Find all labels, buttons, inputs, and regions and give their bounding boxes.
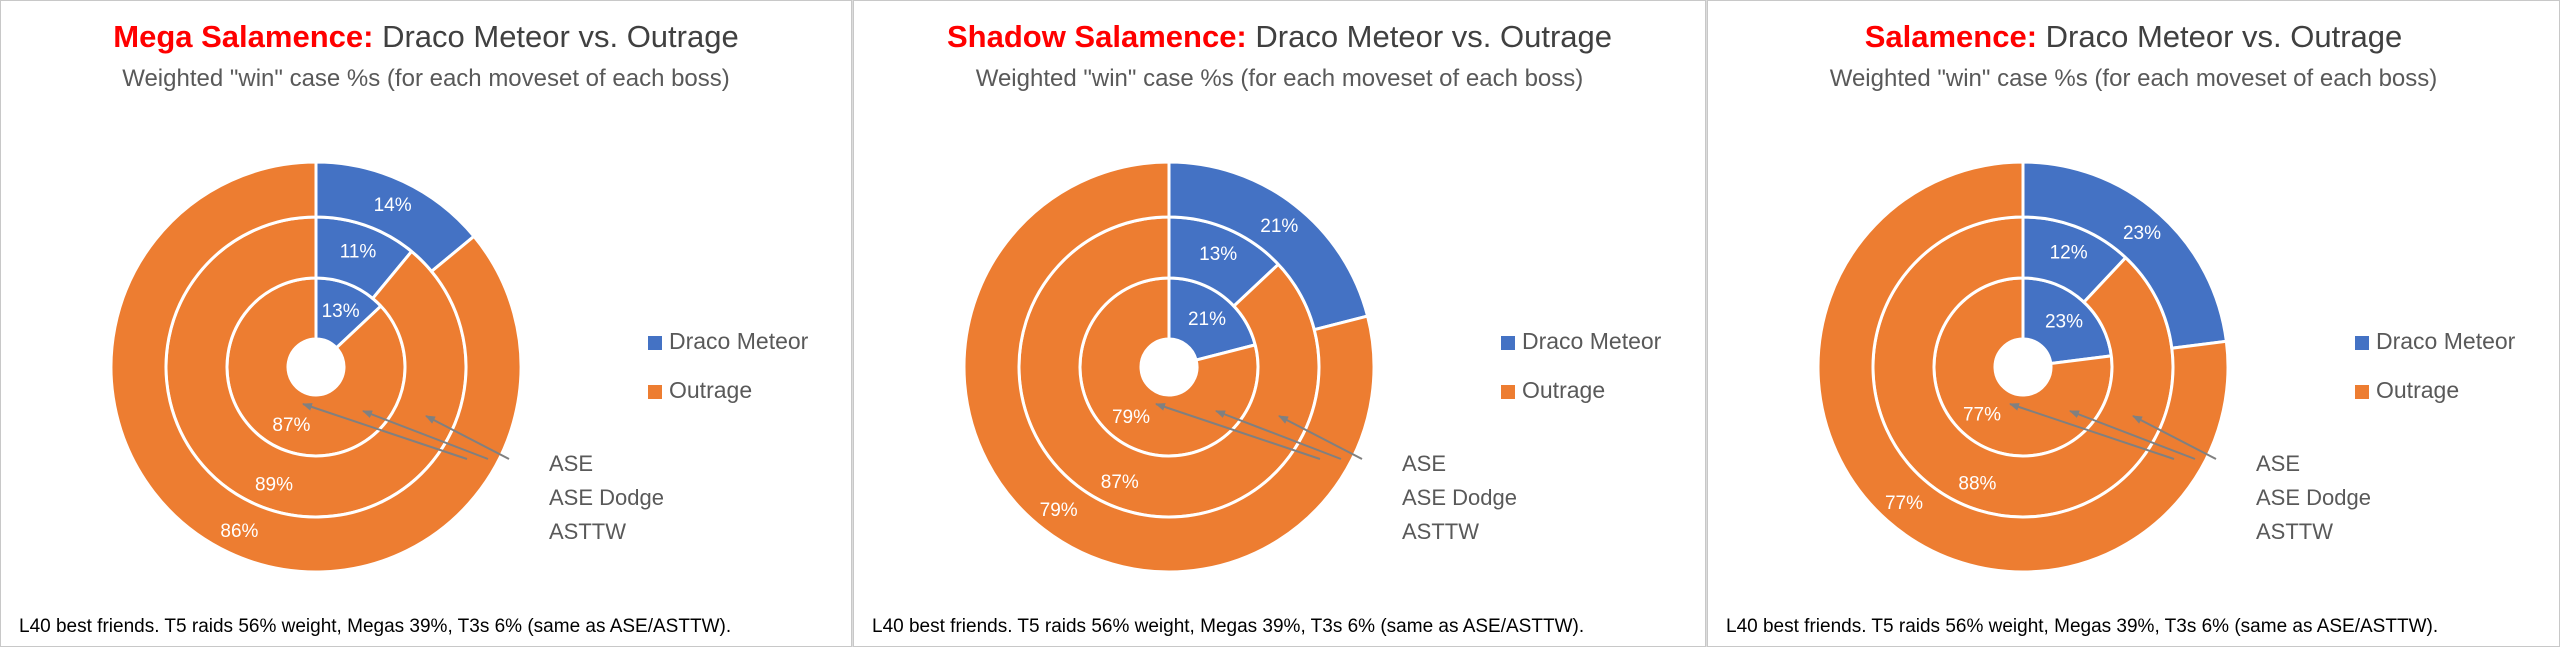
arrow-line	[362, 410, 489, 460]
chart-panel-regular: Salamence: Draco Meteor vs. Outrage Weig…	[1707, 0, 2560, 647]
data-label: 13%	[322, 301, 360, 322]
title-rest: Draco Meteor vs. Outrage	[1246, 19, 1613, 54]
ring-name-label: ASTTW	[1402, 519, 1479, 544]
outrage-slice	[1816, 160, 2230, 574]
arrow-line	[2132, 415, 2217, 460]
arrow-line	[1155, 403, 1321, 460]
middle-ring-ase-dodge: 11% 89%	[164, 215, 468, 519]
chart-footnote: L40 best friends. T5 raids 56% weight, M…	[872, 616, 1585, 637]
chart-panel-mega: Mega Salamence: Draco Meteor vs. Outrage…	[0, 0, 852, 647]
ring-name-label: ASE Dodge	[549, 485, 664, 510]
outer-ring-asttw: 14% 86%	[109, 160, 523, 574]
legend-swatch	[1501, 385, 1515, 399]
arrow-line	[1215, 410, 1342, 460]
ring-name-label: ASTTW	[549, 519, 626, 544]
middle-ring-ase-dodge: 12% 88%	[1871, 215, 2175, 519]
arrow-line	[425, 415, 510, 460]
arrow-line	[1278, 415, 1363, 460]
data-label: 79%	[1040, 500, 1078, 521]
arrow-line	[2009, 403, 2175, 460]
legend-swatch	[2355, 336, 2369, 350]
outer-ring-asttw: 23% 77%	[1816, 160, 2230, 574]
data-label: 21%	[1260, 216, 1298, 237]
data-label: 23%	[2123, 223, 2161, 244]
legend-entry: Draco Meteor	[2376, 328, 2516, 354]
legend-entry: Outrage	[1522, 377, 1605, 403]
boss-name: Mega Salamence:	[113, 19, 374, 54]
outrage-slice	[962, 160, 1376, 574]
data-label: 79%	[1112, 407, 1150, 428]
outrage-slice	[164, 215, 468, 519]
ring-name-label: ASE	[2256, 451, 2300, 476]
data-label: 12%	[2050, 243, 2088, 264]
title-rest: Draco Meteor vs. Outrage	[2037, 19, 2403, 54]
donut-chart: 23% 77% 12% 88% 23% 77% ASE ASE Dodge ASTTW Draco…	[1816, 160, 2516, 574]
data-label: 77%	[1963, 405, 2001, 426]
chart-subtitle: Weighted "win" case %s (for each moveset…	[1829, 65, 2438, 92]
boss-name: Salamence:	[1864, 19, 2038, 54]
ring-arrows	[2009, 403, 2217, 460]
data-label: 87%	[1101, 472, 1139, 493]
ring-arrows	[302, 403, 510, 460]
chart-panel-shadow: Shadow Salamence: Draco Meteor vs. Outra…	[853, 0, 1706, 647]
legend: Draco Meteor Outrage	[2355, 328, 2516, 403]
legend-entry: Draco Meteor	[669, 328, 809, 354]
donut-chart: 21% 79% 13% 87% 21% 79% ASE ASE Dodge ASTTW Draco…	[962, 160, 1662, 574]
chart-subtitle: Weighted "win" case %s (for each moveset…	[975, 65, 1584, 92]
legend-entry: Outrage	[2376, 377, 2459, 403]
outer-ring-asttw: 21% 79%	[962, 160, 1376, 574]
data-label: 88%	[1958, 473, 1996, 494]
inner-ring-ase: 13% 87%	[225, 276, 407, 458]
outrage-slice	[109, 160, 523, 574]
arrow-line	[2069, 410, 2196, 460]
ring-name-label: ASTTW	[2256, 519, 2333, 544]
chart-title: Mega Salamence: Draco Meteor vs. Outrage	[1, 19, 851, 55]
donut-chart: 13% 87% 11% 89% 14% 86% ASE ASE Dodge ASTTW Draco…	[109, 160, 809, 574]
legend-swatch	[648, 336, 662, 350]
inner-ring-ase: 21% 79%	[1078, 276, 1260, 458]
legend-entry: Outrage	[669, 377, 752, 403]
ring-arrows	[1155, 403, 1363, 460]
boss-name: Shadow Salamence:	[946, 19, 1247, 54]
title-rest: Draco Meteor vs. Outrage	[373, 19, 739, 54]
arrow-line	[302, 403, 468, 460]
middle-ring-ase-dodge: 13% 87%	[1017, 215, 1321, 519]
data-label: 13%	[1199, 244, 1237, 265]
ring-name-label: ASE Dodge	[2256, 485, 2371, 510]
data-label: 11%	[340, 241, 377, 262]
legend: Draco Meteor Outrage	[648, 328, 809, 403]
chart-footnote: L40 best friends. T5 raids 56% weight, M…	[19, 616, 732, 637]
data-label: 86%	[220, 521, 258, 542]
chart-subtitle: Weighted "win" case %s (for each moveset…	[122, 65, 730, 92]
chart-title: Shadow Salamence: Draco Meteor vs. Outra…	[854, 19, 1705, 55]
ring-name-label: ASE	[1402, 451, 1446, 476]
data-label: 23%	[2045, 312, 2083, 333]
legend-swatch	[2355, 385, 2369, 399]
legend-entry: Draco Meteor	[1522, 328, 1662, 354]
chart-footnote: L40 best friends. T5 raids 56% weight, M…	[1726, 616, 2439, 637]
data-label: 77%	[1885, 493, 1923, 514]
data-label: 89%	[255, 475, 293, 496]
data-label: 87%	[272, 415, 310, 436]
legend: Draco Meteor Outrage	[1501, 328, 1662, 403]
outrage-slice	[1871, 215, 2175, 519]
legend-swatch	[1501, 336, 1515, 350]
chart-title: Salamence: Draco Meteor vs. Outrage	[1708, 19, 2559, 55]
legend-swatch	[648, 385, 662, 399]
ring-name-label: ASE	[549, 451, 593, 476]
data-label: 14%	[374, 195, 412, 216]
data-label: 21%	[1188, 309, 1226, 330]
ring-name-label: ASE Dodge	[1402, 485, 1517, 510]
